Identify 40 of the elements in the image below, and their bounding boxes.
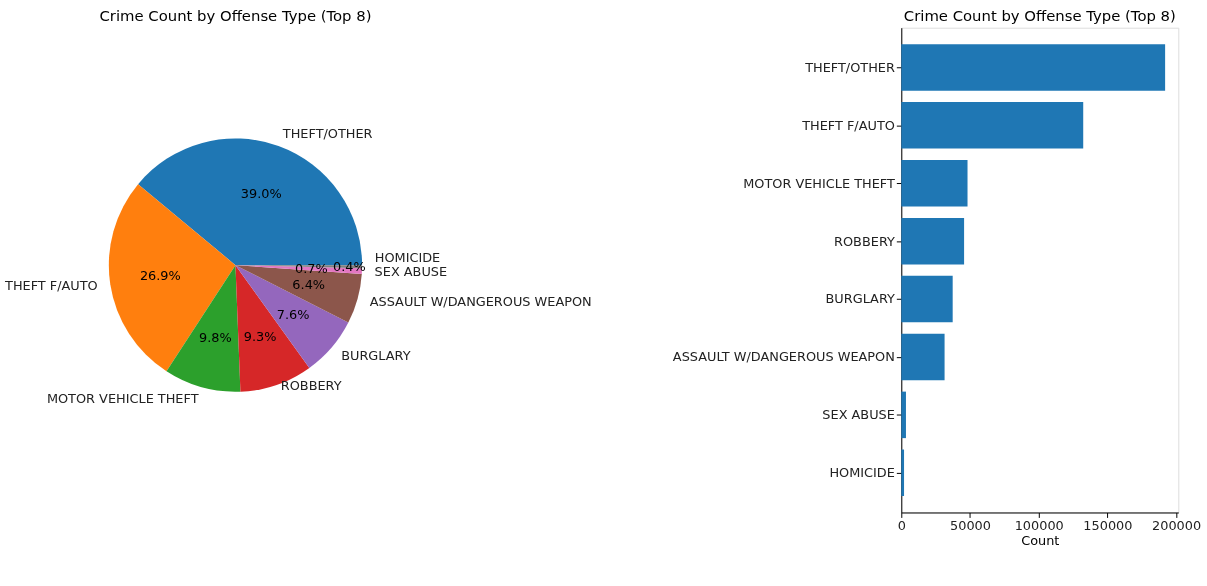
- data-label: 39.0%: [240, 185, 282, 201]
- x-tick-label: 100000: [1014, 517, 1064, 533]
- bar: [901, 159, 968, 207]
- bar: [901, 275, 953, 323]
- y-tick-label: ASSAULT W/DANGEROUS WEAPON: [672, 349, 895, 365]
- slice-label: ROBBERY: [280, 377, 342, 393]
- chart-title: Crime Count by Offense Type (Top 8): [903, 6, 1176, 24]
- bar: [901, 449, 905, 497]
- bar: [901, 217, 965, 265]
- slice-label: THEFT F/AUTO: [4, 278, 98, 293]
- slice-label: BURGLARY: [341, 347, 411, 363]
- data-label: 7.6%: [276, 306, 310, 322]
- data-label: 6.4%: [292, 277, 326, 293]
- x-tick-label: 50000: [950, 517, 991, 533]
- pie-slice: [108, 184, 236, 372]
- chart-title: Crime Count by Offense Type (Top 8): [99, 6, 372, 24]
- slice-label: HOMICIDE: [374, 249, 441, 265]
- bar: [901, 391, 906, 439]
- slice-label: THEFT/OTHER: [281, 126, 373, 142]
- bar: [901, 333, 945, 381]
- x-tick-label: 150000: [1083, 517, 1133, 533]
- y-tick-label: SEX ABUSE: [822, 407, 895, 423]
- y-tick-label: THEFT F/AUTO: [801, 117, 895, 133]
- data-label: 0.7%: [295, 260, 328, 276]
- y-tick-label: THEFT/OTHER: [804, 59, 895, 75]
- slice-label: ASSAULT W/DANGEROUS WEAPON: [369, 294, 592, 310]
- data-label: 9.8%: [198, 330, 232, 346]
- y-tick-label: ROBBERY: [834, 233, 895, 249]
- slice-label: SEX ABUSE: [374, 263, 448, 279]
- bar: [901, 102, 1084, 149]
- bar: [901, 44, 1166, 91]
- x-tick-label: 200000: [1152, 517, 1202, 533]
- y-tick-label: MOTOR VEHICLE THEFT: [743, 175, 895, 191]
- x-tick-label: 0: [897, 517, 906, 533]
- data-label: 9.3%: [243, 328, 277, 344]
- data-label: 26.9%: [139, 268, 181, 284]
- y-tick-label: BURGLARY: [825, 291, 896, 307]
- y-tick-label: HOMICIDE: [829, 465, 895, 481]
- slice-label: MOTOR VEHICLE THEFT: [46, 391, 199, 407]
- x-axis-title: Count: [1021, 532, 1060, 548]
